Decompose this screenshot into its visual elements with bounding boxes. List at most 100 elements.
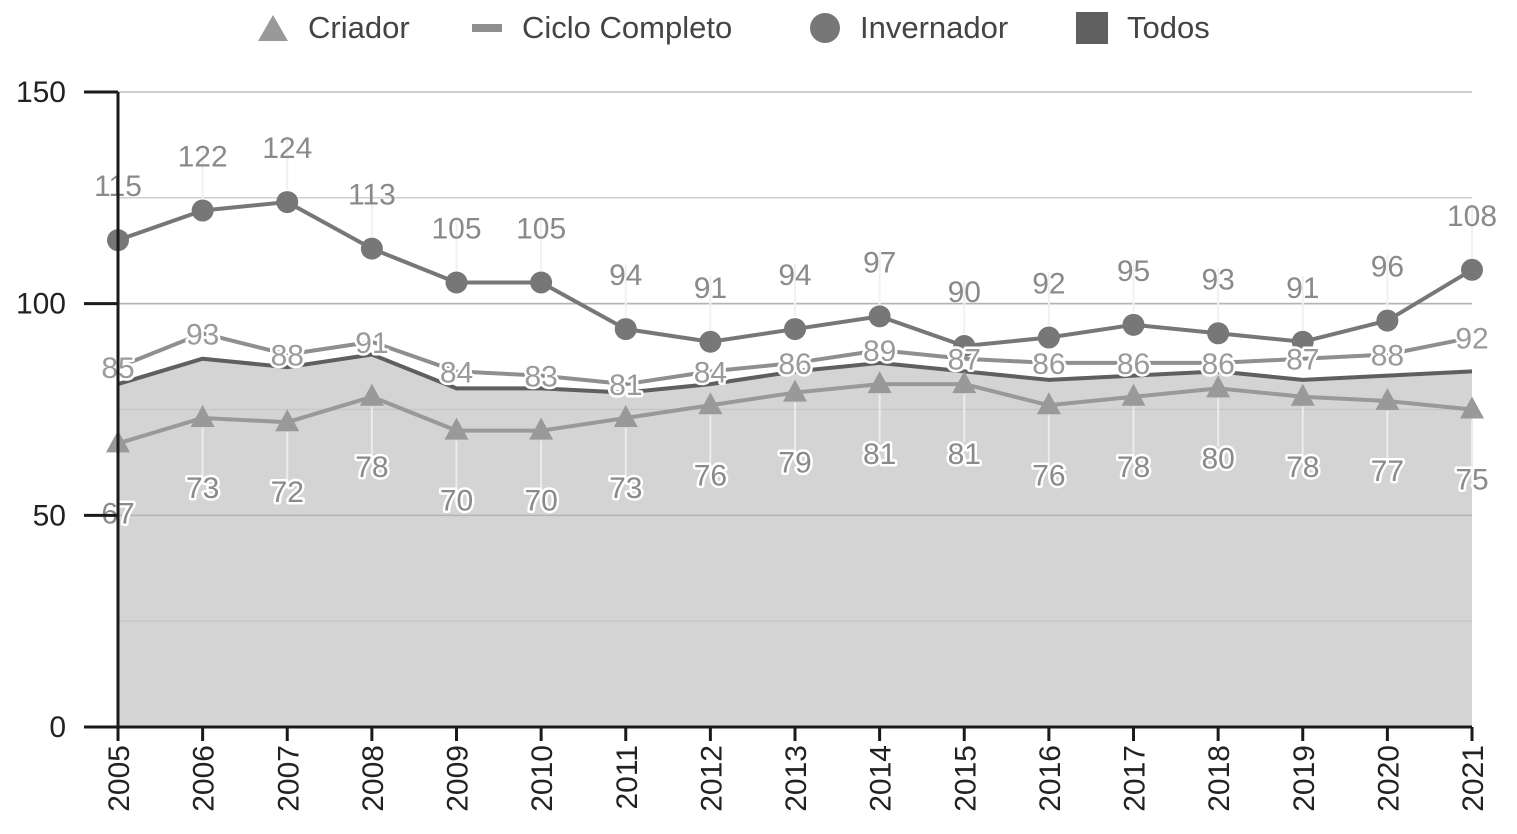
line-ciclo-completo <box>117 331 1473 387</box>
x-tick-label: 2016 <box>1034 745 1067 812</box>
marker-invernador <box>1376 309 1399 332</box>
data-label-invernador: 94 <box>609 259 642 292</box>
data-label-invernador: 108 <box>1447 200 1497 233</box>
data-label-criador: 70 <box>524 485 557 518</box>
data-label-invernador: 97 <box>863 246 896 279</box>
marker-criador <box>444 417 469 440</box>
x-tick-label: 2021 <box>1457 745 1490 812</box>
x-tick-label: 2014 <box>865 745 898 812</box>
marker-criador <box>952 371 977 394</box>
data-label-criador: 75 <box>1455 464 1488 497</box>
marker-invernador <box>360 237 383 260</box>
legend-label-invernador: Invernador <box>860 10 1009 45</box>
marker-criador <box>1206 375 1231 398</box>
data-label-invernador: 124 <box>262 132 312 165</box>
marker-criador <box>867 371 892 394</box>
marker-criador <box>698 392 723 415</box>
square-icon <box>1076 12 1108 44</box>
marker-criador <box>613 404 638 427</box>
data-label-ciclo-completo: 83 <box>524 361 557 394</box>
marker-invernador <box>953 335 976 357</box>
data-label-ciclo-completo: 86 <box>1032 348 1065 381</box>
x-tick-label: 2015 <box>949 745 982 812</box>
circle-icon <box>810 13 840 43</box>
data-label-ciclo-completo: 84 <box>440 356 473 389</box>
marker-criador <box>1460 396 1484 419</box>
marker-invernador <box>1291 330 1314 353</box>
data-label-criador: 81 <box>948 438 981 471</box>
data-label-invernador: 95 <box>1117 255 1150 288</box>
data-label-ciclo-completo: 87 <box>948 344 981 377</box>
data-label-ciclo-completo: 93 <box>186 318 219 351</box>
y-tick-label: 50 <box>33 499 66 532</box>
x-tick-label: 2013 <box>780 745 813 812</box>
marker-invernador <box>1461 258 1483 281</box>
marker-invernador <box>868 305 891 328</box>
marker-invernador <box>784 318 806 341</box>
data-label-criador: 72 <box>271 476 304 509</box>
x-tick-label: 2005 <box>103 745 136 812</box>
marker-criador <box>1290 383 1315 406</box>
marker-criador <box>1121 383 1146 406</box>
x-tick-label: 2010 <box>526 745 559 812</box>
line-todos <box>117 352 1473 395</box>
marker-criador <box>783 379 807 402</box>
data-label-invernador: 122 <box>178 141 228 174</box>
x-tick-label: 2008 <box>357 745 390 812</box>
marker-invernador <box>1037 326 1060 349</box>
legend-item-invernador[interactable]: Invernador <box>808 6 1008 50</box>
data-label-criador: 76 <box>1032 459 1065 492</box>
marker-invernador <box>614 318 637 341</box>
data-label-ciclo-completo: 87 <box>1286 344 1319 377</box>
x-tick-label: 2020 <box>1372 745 1405 812</box>
data-label-criador: 76 <box>694 459 727 492</box>
data-label-invernador: 105 <box>431 213 481 246</box>
legend-item-todos[interactable]: Todos <box>1075 6 1210 50</box>
y-tick-label: 100 <box>16 288 66 321</box>
data-label-invernador: 90 <box>948 276 981 309</box>
marker-criador <box>275 409 300 432</box>
marker-criador <box>529 417 554 440</box>
data-label-criador: 73 <box>186 472 219 505</box>
x-tick-label: 2009 <box>442 745 475 812</box>
legend-label-criador: Criador <box>308 10 410 45</box>
y-tick-label: 0 <box>49 711 66 744</box>
x-tick-label: 2018 <box>1203 745 1236 812</box>
data-label-criador: 80 <box>1201 442 1234 475</box>
data-label-ciclo-completo: 86 <box>778 348 811 381</box>
data-label-ciclo-completo: 88 <box>271 339 304 372</box>
data-label-criador: 78 <box>355 451 388 484</box>
marker-invernador <box>276 191 299 214</box>
data-label-invernador: 93 <box>1201 263 1234 296</box>
data-label-ciclo-completo: 81 <box>609 369 642 402</box>
data-label-ciclo-completo: 91 <box>355 327 388 360</box>
legend-item-criador[interactable]: Criador <box>256 6 410 50</box>
marker-criador <box>359 383 384 406</box>
legend-label-todos: Todos <box>1127 10 1210 45</box>
data-label-criador: 79 <box>778 447 811 480</box>
marker-invernador <box>699 330 722 353</box>
axes: 0 50 100 150 2005 2006 2007 2008 2009 2010 2011 201… <box>16 76 1490 812</box>
data-label-invernador: 105 <box>516 213 566 246</box>
triangle-icon <box>258 15 288 41</box>
data-label-criador: 78 <box>1117 451 1150 484</box>
data-label-ciclo-completo: 89 <box>863 335 896 368</box>
legend-item-ciclo-completo[interactable]: Ciclo Completo <box>470 6 732 50</box>
x-tick-label: 2007 <box>272 745 305 812</box>
data-label-criador: 77 <box>1371 455 1404 488</box>
x-tick-label: 2012 <box>695 745 728 812</box>
marker-invernador <box>1122 313 1145 336</box>
marker-invernador <box>530 271 553 294</box>
x-tick-label: 2006 <box>188 745 221 812</box>
marker-criador <box>190 404 215 427</box>
data-label-invernador: 94 <box>778 259 811 292</box>
chart-legend: Criador Ciclo Completo Invernador Todos <box>0 6 1517 50</box>
data-label-criador: 70 <box>440 485 473 518</box>
dash-icon <box>472 24 502 32</box>
legend-label-ciclo-completo: Ciclo Completo <box>522 10 733 45</box>
marker-invernador <box>445 271 468 294</box>
data-label-ciclo-completo: 86 <box>1201 348 1234 381</box>
data-label-invernador: 113 <box>348 179 396 212</box>
